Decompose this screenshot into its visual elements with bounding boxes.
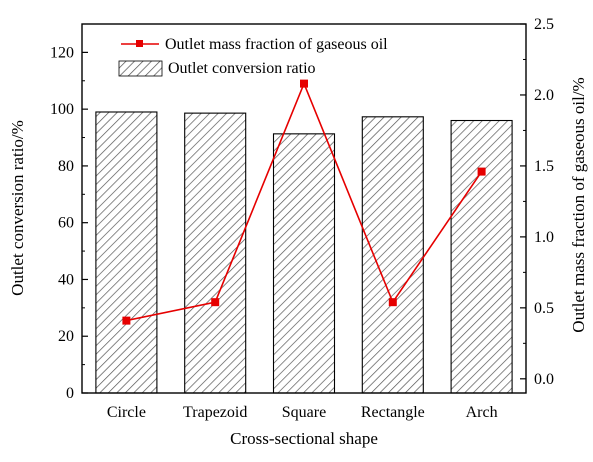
- left-tick-label: 60: [58, 215, 74, 232]
- left-tick-label: 100: [50, 101, 74, 118]
- right-axis: 0.0 0.5 1.0 1.5 2.0 2.5: [520, 16, 554, 388]
- right-tick-label: 0.0: [534, 371, 554, 388]
- bar-rectangle: [361, 116, 424, 394]
- x-tick-label: Trapezoid: [183, 404, 247, 421]
- bar-trapezoid: [184, 112, 247, 394]
- x-tick-label: Square: [282, 404, 326, 421]
- x-axis-title: Cross-sectional shape: [230, 429, 378, 448]
- line-series: [122, 79, 486, 325]
- legend-label-line: Outlet mass fraction of gaseous oil: [165, 36, 388, 53]
- line-marker-rectangle: [388, 298, 397, 307]
- bar-series: [95, 111, 513, 394]
- right-tick-label: 2.0: [534, 87, 554, 104]
- line-marker-square: [300, 79, 308, 88]
- legend-label-bar: Outlet conversion ratio: [168, 60, 316, 77]
- x-tick-label: Rectangle: [361, 404, 425, 421]
- bar-square: [272, 133, 336, 394]
- left-axis: 0 20 40 60 80 100 120: [50, 44, 88, 402]
- right-axis-title: Outlet mass fraction of gaseous oil/%: [569, 77, 588, 332]
- left-tick-label: 40: [58, 271, 74, 288]
- right-tick-label: 0.5: [534, 300, 554, 317]
- legend-line-marker: [136, 40, 143, 47]
- left-tick-label: 80: [58, 158, 74, 175]
- line-marker-trapezoid: [211, 298, 220, 307]
- x-tick-label: Arch: [466, 404, 498, 421]
- x-axis: Circle Trapezoid Square Rectangle Arch: [107, 404, 498, 421]
- left-tick-label: 0: [66, 385, 74, 402]
- line-marker-circle: [122, 316, 131, 325]
- bar-arch: [450, 119, 513, 394]
- legend-bar-swatch: [118, 60, 163, 77]
- right-tick-label: 2.5: [534, 16, 554, 33]
- left-axis-title: Outlet conversion ratio/%: [8, 120, 27, 296]
- right-tick-label: 1.5: [534, 158, 554, 175]
- plot-frame: [81, 23, 527, 394]
- legend: Outlet mass fraction of gaseous oil Outl…: [118, 36, 388, 77]
- x-tick-label: Circle: [107, 404, 146, 421]
- line-marker-arch: [477, 167, 486, 176]
- left-tick-label: 20: [58, 328, 74, 345]
- bar-circle: [95, 111, 158, 394]
- left-tick-label: 120: [50, 44, 74, 61]
- right-tick-label: 1.0: [534, 229, 554, 246]
